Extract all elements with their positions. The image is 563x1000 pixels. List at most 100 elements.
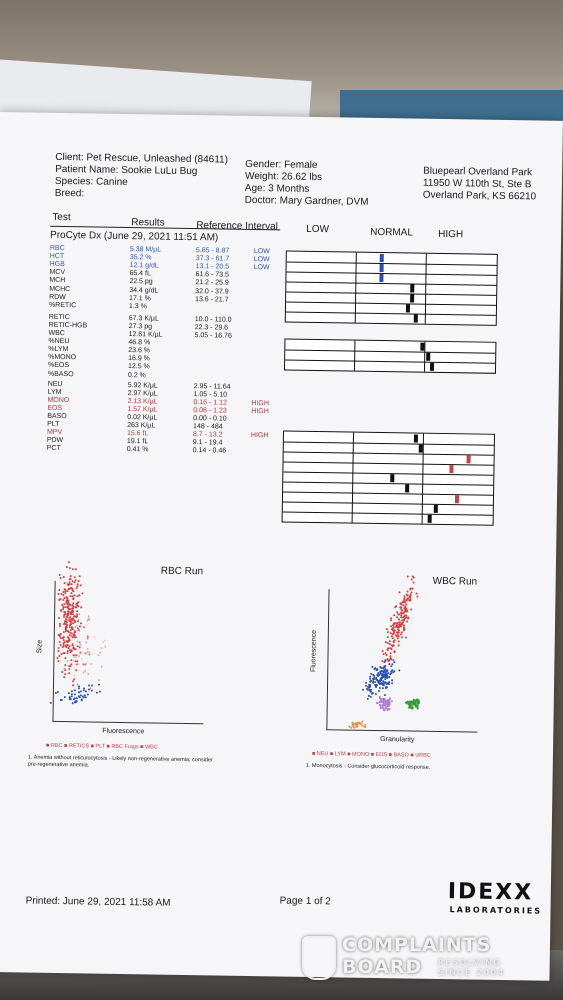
- scatter-dot: [64, 623, 67, 626]
- range-marker: [410, 294, 415, 303]
- scatter-dot: [84, 652, 87, 655]
- scatter-dot: [76, 660, 79, 663]
- scatter-dot: [87, 688, 90, 691]
- grid-row-line: [286, 291, 497, 296]
- rbc-y-label: Size: [36, 639, 44, 654]
- scatter-dot: [64, 627, 67, 630]
- scatter-dot: [64, 600, 67, 603]
- scatter-dot: [64, 605, 67, 608]
- scatter-dot: [75, 668, 78, 672]
- scatter-dot: [58, 589, 61, 592]
- scatter-dot: [379, 686, 382, 689]
- test-name: BASO: [47, 412, 67, 421]
- scatter-dot: [405, 609, 408, 612]
- test-name: NEU: [47, 380, 63, 388]
- scatter-dot: [353, 726, 356, 729]
- rbc-legend: ■ RBC ■ RETICS ■ PLT ■ RBC Frags ■ WBC: [46, 742, 158, 751]
- scatter-dot: [67, 691, 70, 694]
- scatter-dot: [60, 609, 63, 612]
- doctor-line: Doctor: Mary Gardner, DVM: [244, 194, 369, 208]
- scatter-dot: [68, 668, 71, 671]
- scatter-dot: [56, 656, 59, 660]
- scatter-dot: [79, 584, 82, 587]
- scatter-dot: [68, 567, 71, 570]
- col-reference: Reference Interval: [196, 220, 279, 233]
- range-marker: [378, 273, 384, 283]
- scatter-dot: [61, 671, 64, 674]
- scatter-dot: [74, 631, 77, 634]
- scatter-dot: [73, 674, 76, 677]
- scatter-dot: [58, 654, 61, 657]
- rbc-x-label: Fluorescence: [102, 727, 145, 736]
- grid-row-line: [286, 281, 497, 286]
- scatter-dot: [103, 639, 105, 641]
- range-grid: [283, 338, 497, 374]
- wbc-x-label: Granularity: [380, 736, 415, 744]
- scatter-dot: [72, 590, 75, 593]
- scatter-dot: [86, 661, 88, 664]
- grid-row-line: [285, 311, 496, 316]
- scatter-dot: [380, 676, 383, 679]
- test-result: 65.4 fL: [129, 270, 151, 278]
- scatter-dot: [84, 690, 88, 693]
- scatter-dot: [407, 617, 410, 620]
- scatter-dot: [390, 699, 394, 703]
- scatter-dot: [377, 675, 380, 678]
- scatter-dot: [406, 575, 409, 578]
- scatter-dot: [58, 641, 61, 644]
- test-name: %NEU: [48, 337, 70, 346]
- scatter-dot: [70, 613, 73, 616]
- wbc-y-label: Fluorescence: [310, 629, 318, 673]
- scatter-dot: [66, 611, 69, 614]
- scatter-dot: [371, 681, 374, 684]
- scatter-dot: [73, 689, 76, 692]
- scatter-dot: [77, 695, 80, 698]
- col-high: HIGH: [438, 228, 464, 241]
- wbc-legend: ■ NEU ■ LYM ■ MONO ■ EOS ■ BASO ■ URBC: [311, 750, 431, 759]
- scatter-dot: [71, 632, 73, 635]
- scatter-dot: [381, 649, 384, 652]
- scatter-dot: [394, 621, 397, 624]
- range-marker: [418, 444, 423, 453]
- col-test: Test: [52, 211, 71, 224]
- grid-divider: [354, 340, 356, 371]
- scatter-dot: [65, 617, 68, 620]
- scatter-dot: [58, 616, 61, 619]
- grid-row-line: [283, 461, 494, 466]
- range-marker: [425, 352, 431, 361]
- scatter-dot: [73, 633, 76, 636]
- scatter-dot: [391, 637, 394, 640]
- scatter-dot: [84, 663, 87, 666]
- scatter-dot: [75, 587, 78, 590]
- scatter-dot: [384, 686, 387, 689]
- scatter-dot: [76, 585, 79, 588]
- scatter-dot: [384, 694, 387, 697]
- scatter-dot: [86, 637, 89, 640]
- test-result: 27.3 pg: [128, 322, 153, 331]
- scatter-dot: [98, 679, 100, 681]
- scatter-dot: [78, 655, 80, 658]
- scatter-dot: [398, 669, 401, 672]
- scatter-dot: [391, 627, 394, 630]
- test-result: 0.41 %: [126, 446, 149, 454]
- gender-line: Gender: Female: [245, 158, 318, 171]
- scatter-dot: [389, 617, 392, 620]
- grid-row-line: [283, 471, 494, 476]
- test-name: %LYM: [48, 345, 69, 354]
- scatter-dot: [100, 647, 103, 650]
- rbc-plot-title: RBC Run: [160, 565, 204, 578]
- scatter-dot: [407, 701, 410, 705]
- scatter-dot: [374, 692, 377, 695]
- scatter-dot: [72, 610, 75, 613]
- scatter-dot: [50, 701, 53, 704]
- scatter-dot: [78, 691, 81, 694]
- scatter-dot: [410, 700, 414, 704]
- test-name: RBC: [49, 244, 65, 253]
- grid-row-line: [283, 441, 494, 446]
- scatter-dot: [59, 577, 62, 580]
- scatter-dot: [393, 650, 396, 653]
- scatter-dot: [57, 649, 60, 652]
- col-normal: NORMAL: [370, 226, 414, 239]
- scatter-dot: [62, 599, 65, 602]
- scatter-dot: [392, 614, 395, 617]
